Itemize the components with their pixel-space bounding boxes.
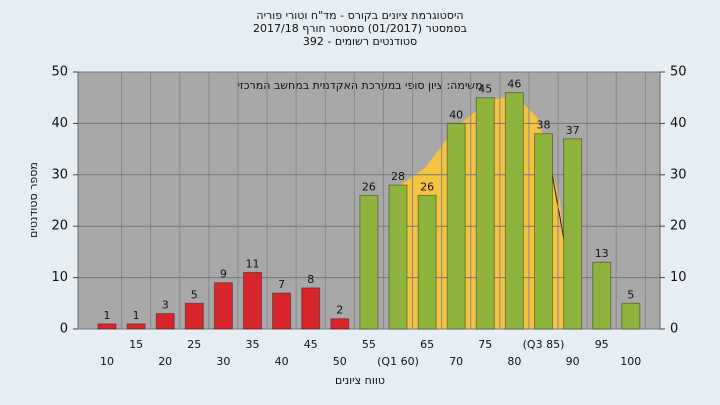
data-label: 26 xyxy=(362,180,376,193)
x-tick-label: 95 xyxy=(595,338,609,351)
data-label: 1 xyxy=(104,309,111,322)
data-label: 8 xyxy=(307,273,314,286)
y-tick-label: 10 xyxy=(51,270,68,285)
y-tick-label: 20 xyxy=(51,219,68,234)
bar xyxy=(417,194,437,330)
x-tick-label: 65 xyxy=(420,338,434,351)
x-tick-label: 40 xyxy=(275,355,289,368)
bar xyxy=(243,271,262,330)
data-label: 3 xyxy=(162,299,169,312)
y-axis-label: מספר סטודנטים xyxy=(27,162,40,238)
x-tick-label: 50 xyxy=(333,355,347,368)
bar xyxy=(301,287,321,330)
bar xyxy=(504,92,524,330)
bar xyxy=(475,97,495,330)
data-label: 7 xyxy=(278,278,285,291)
data-label: 46 xyxy=(507,78,521,91)
x-tick-label: 45 xyxy=(304,338,318,351)
y-tick-label: 40 xyxy=(51,116,68,131)
data-label: 38 xyxy=(537,119,551,132)
bar xyxy=(330,318,350,330)
y2-tick-label: 0 xyxy=(670,322,678,337)
x-tick-label: 100 xyxy=(620,355,641,368)
bar xyxy=(388,184,408,330)
x-tick-label: 80 xyxy=(507,355,521,368)
chart-title: סטודנטים רשומים - 392 xyxy=(303,35,417,48)
bar xyxy=(592,261,612,330)
bar xyxy=(446,122,466,330)
data-label: 2 xyxy=(336,304,343,317)
annotation: משימה: ציון סופי במערכת האקדמית במחשב המ… xyxy=(237,79,482,92)
x-tick-label: 75 xyxy=(478,338,492,351)
data-label: 9 xyxy=(220,268,227,281)
bar xyxy=(563,138,583,330)
data-label: 5 xyxy=(627,288,634,301)
y-tick-label: 0 xyxy=(60,322,68,337)
x-tick-label: (Q3 85) xyxy=(523,338,565,351)
data-label: 28 xyxy=(391,170,405,183)
x-tick-label: 55 xyxy=(362,338,376,351)
y2-tick-label: 50 xyxy=(670,65,687,80)
x-tick-label: 10 xyxy=(100,355,114,368)
bar xyxy=(155,313,175,330)
chart-title: היסטוגרמת ציונים בקורס - מד"ח וטורי פורי… xyxy=(256,9,463,22)
data-label: 11 xyxy=(246,257,260,270)
y-tick-label: 30 xyxy=(51,167,68,182)
y-tick-label: 50 xyxy=(51,65,68,80)
data-label: 40 xyxy=(449,108,463,121)
data-label: 13 xyxy=(595,247,609,260)
data-label: 26 xyxy=(420,180,434,193)
x-tick-label: (Q1 60) xyxy=(377,355,419,368)
data-label: 37 xyxy=(566,124,580,137)
y2-tick-label: 40 xyxy=(670,116,687,131)
x-tick-label: 35 xyxy=(246,338,260,351)
data-label: 1 xyxy=(133,309,140,322)
bar xyxy=(621,302,641,330)
x-tick-label: 20 xyxy=(158,355,172,368)
data-label: 5 xyxy=(191,288,198,301)
bar xyxy=(534,133,553,330)
bar xyxy=(272,292,292,330)
x-tick-label: 90 xyxy=(566,355,580,368)
chart-title: בסמסטר (01/2017) סמסטר חורף 2017/18 xyxy=(253,22,467,35)
y2-tick-label: 10 xyxy=(670,270,687,285)
bar xyxy=(359,194,379,330)
x-tick-label: 25 xyxy=(187,338,201,351)
bar xyxy=(126,323,146,330)
x-axis-label: טווח ציונים xyxy=(335,374,385,387)
bar xyxy=(213,282,233,330)
x-tick-label: 15 xyxy=(129,338,143,351)
y2-tick-label: 20 xyxy=(670,219,687,234)
bar xyxy=(97,323,117,330)
x-tick-label: 30 xyxy=(216,355,230,368)
bar xyxy=(184,302,204,330)
y2-tick-label: 30 xyxy=(670,167,687,182)
x-tick-label: 70 xyxy=(449,355,463,368)
data-label: 45 xyxy=(478,83,492,96)
